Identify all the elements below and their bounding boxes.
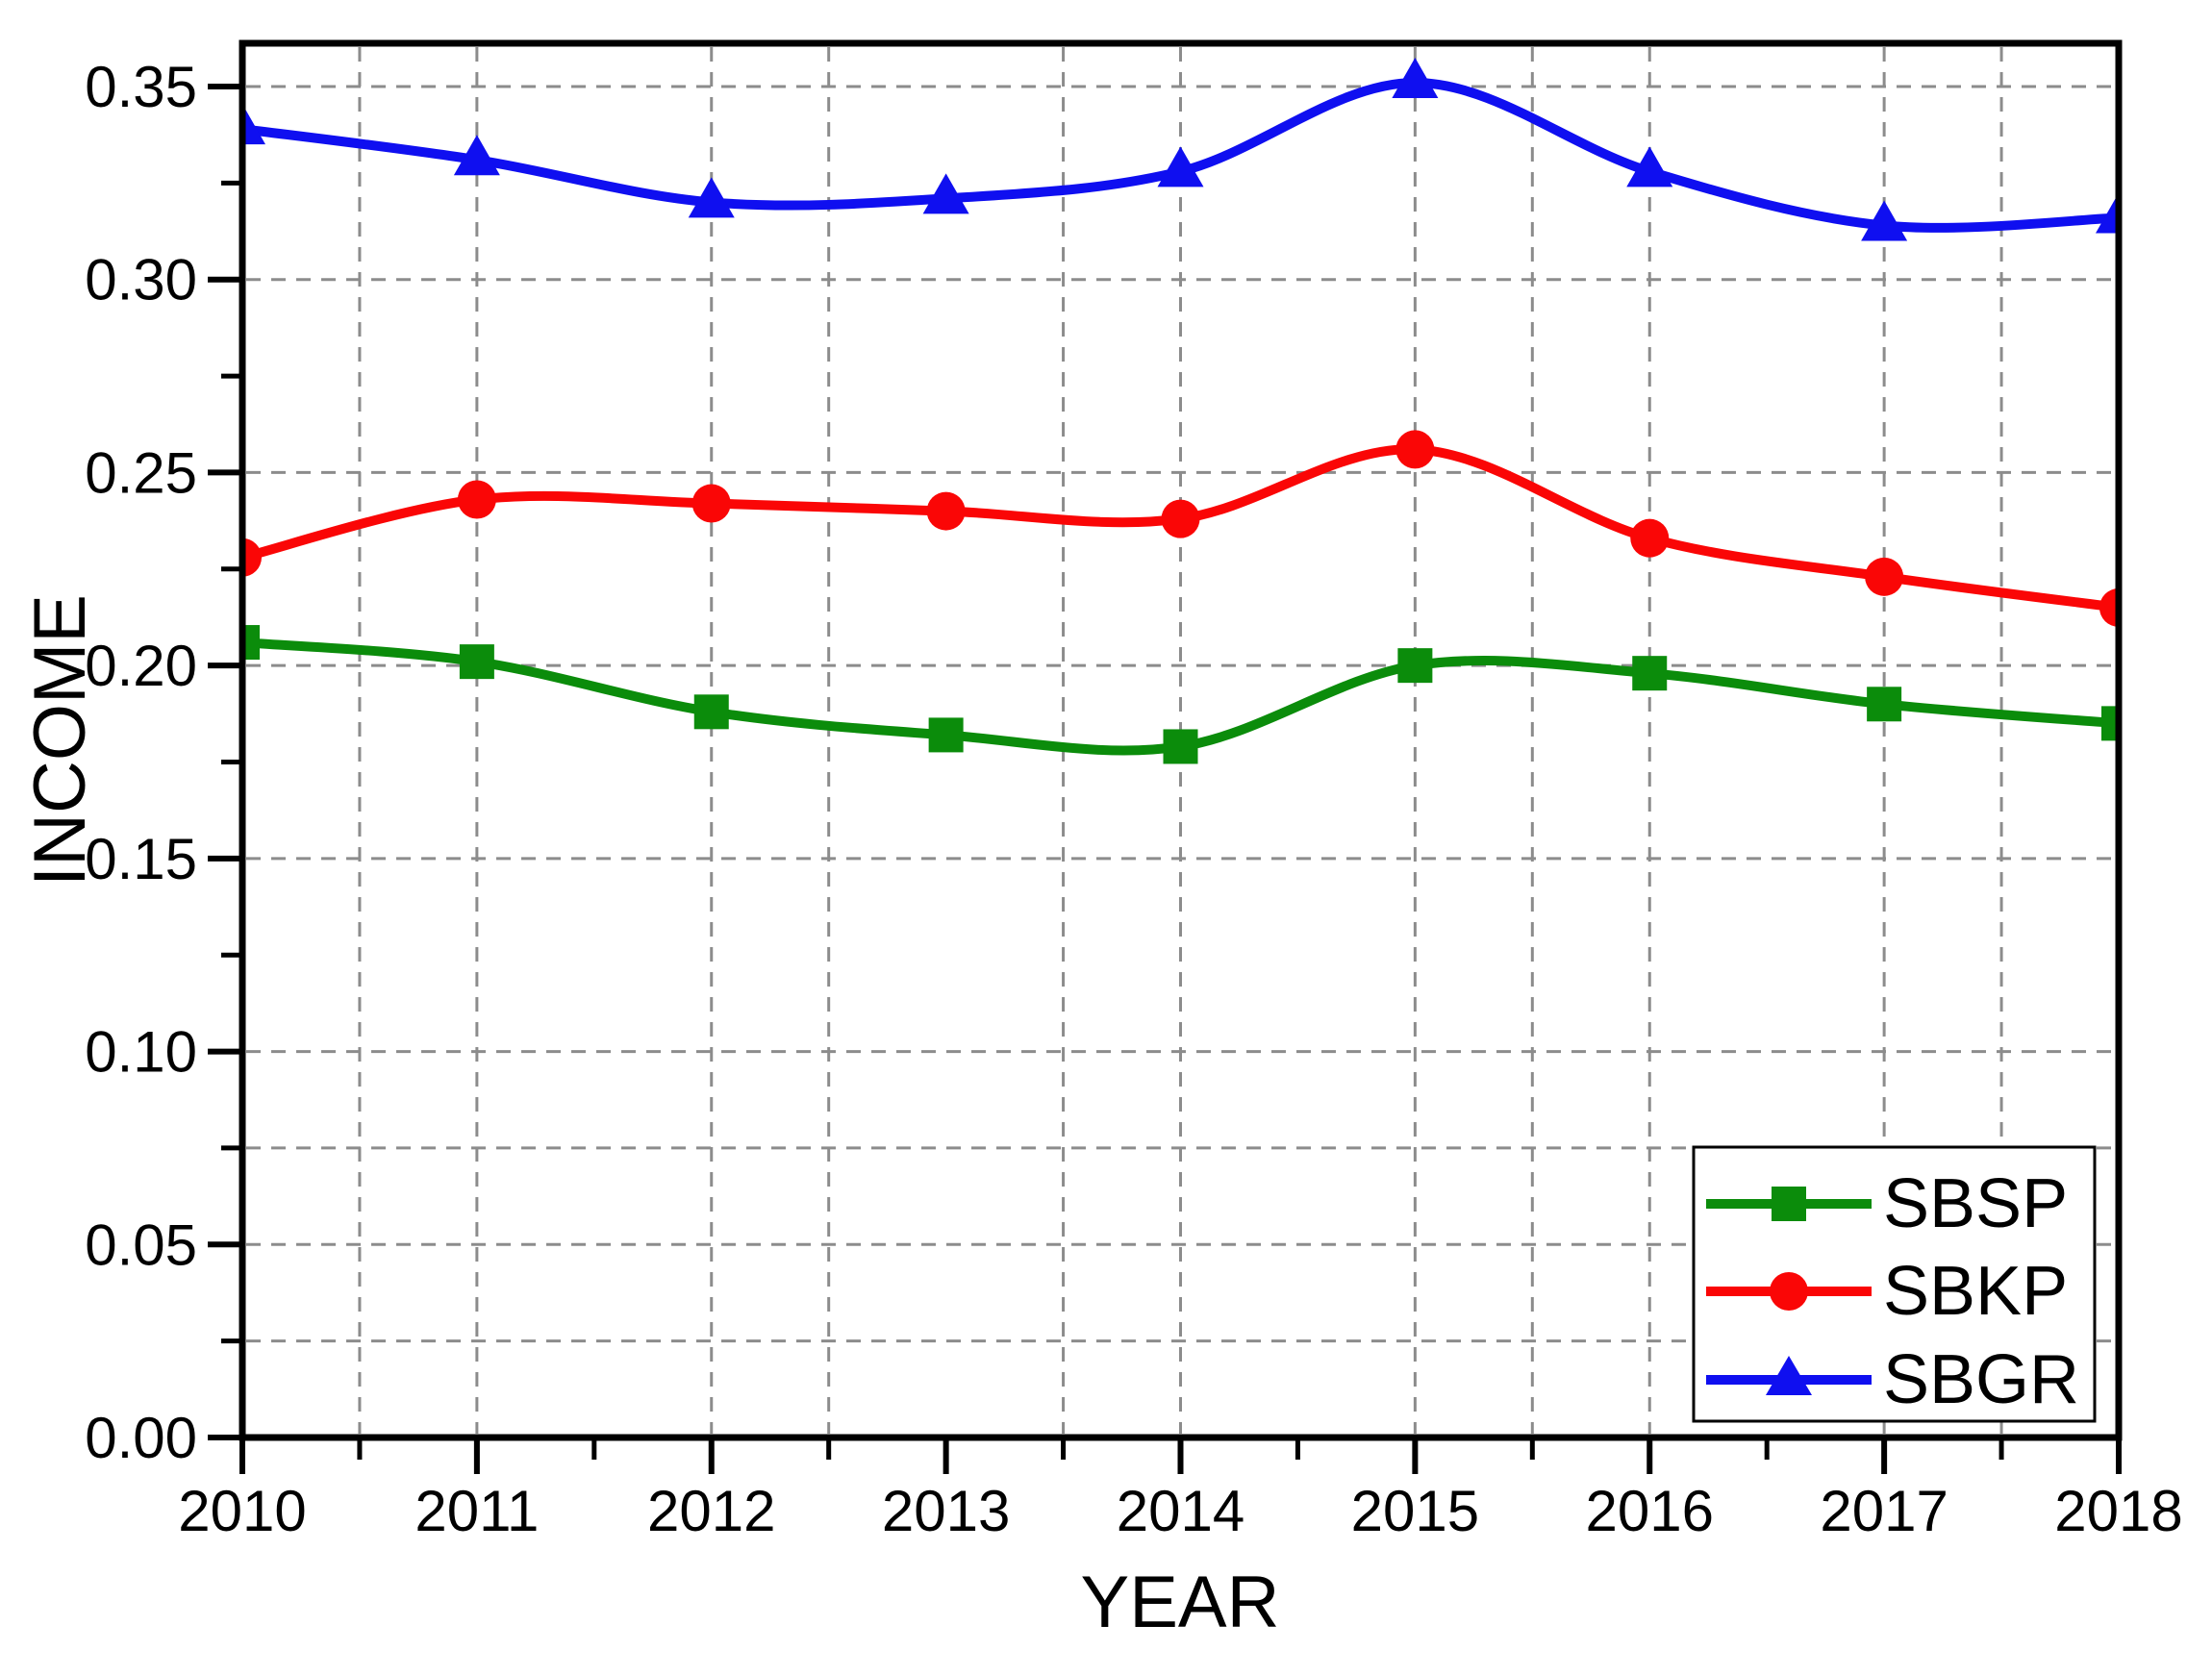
legend-item-sbsp: SBSP [1706, 1165, 2068, 1242]
triangle-marker-icon [922, 173, 969, 214]
triangle-marker-icon [688, 177, 735, 218]
x-tick-label: 2013 [882, 1479, 1010, 1543]
y-tick-label: 0.20 [85, 634, 197, 698]
square-marker-icon [928, 717, 964, 753]
square-marker-icon [2101, 706, 2119, 741]
data-series [242, 57, 2119, 764]
x-tick-label: 2017 [1820, 1479, 1948, 1543]
square-marker-icon [242, 625, 260, 661]
legend: SBSP SBKP SBGR [1692, 1145, 2097, 1423]
y-tick-label: 0.05 [85, 1212, 197, 1277]
tick-labels: 0.00 0.05 0.10 0.15 0.20 0.25 0.30 0.35 2010 2011… [85, 55, 2183, 1543]
circle-marker-icon [1395, 430, 1435, 469]
series-sbgr [242, 57, 2119, 241]
legend-triangle-marker-icon [1766, 1356, 1812, 1395]
x-axis-title: YEAR [1081, 1562, 1280, 1643]
circle-marker-icon [1865, 557, 1904, 596]
square-marker-icon [1397, 648, 1433, 684]
legend-label-sbsp: SBSP [1883, 1165, 2068, 1242]
y-tick-label: 0.35 [85, 55, 197, 119]
circle-marker-icon [926, 491, 966, 531]
square-marker-icon [1632, 656, 1668, 691]
series-sbkp [242, 430, 2119, 627]
legend-label-sbkp: SBKP [1883, 1253, 2068, 1330]
circle-marker-icon [2099, 588, 2119, 627]
x-tick-label: 2016 [1586, 1479, 1714, 1543]
circle-marker-icon [1161, 499, 1200, 538]
circle-marker-icon [1630, 518, 1670, 558]
y-tick-label: 0.00 [85, 1406, 197, 1470]
triangle-marker-icon [242, 104, 265, 145]
triangle-marker-icon [1157, 146, 1204, 188]
legend-square-marker-icon [1772, 1187, 1806, 1221]
triangle-marker-icon [2096, 192, 2119, 234]
triangle-marker-icon [1861, 200, 1908, 241]
circle-marker-icon [457, 480, 496, 519]
triangle-marker-icon [1626, 146, 1673, 188]
x-tick-label: 2010 [178, 1479, 306, 1543]
legend-item-sbgr: SBGR [1706, 1341, 2079, 1418]
legend-circle-marker-icon [1770, 1272, 1808, 1311]
legend-label-sbgr: SBGR [1883, 1341, 2079, 1418]
x-tick-label: 2011 [415, 1479, 539, 1543]
square-marker-icon [1163, 729, 1198, 764]
y-tick-label: 0.30 [85, 248, 197, 312]
square-marker-icon [693, 694, 729, 730]
gridlines [246, 47, 2115, 1434]
y-tick-label: 0.15 [85, 827, 197, 891]
series-sbsp [242, 625, 2119, 764]
x-tick-label: 2012 [647, 1479, 775, 1543]
y-tick-label: 0.25 [85, 440, 197, 505]
square-marker-icon [459, 644, 494, 680]
circle-marker-icon [242, 538, 262, 577]
y-tick-label: 0.10 [85, 1020, 197, 1085]
legend-item-sbkp: SBKP [1706, 1253, 2068, 1330]
circle-marker-icon [691, 484, 731, 523]
triangle-marker-icon [1392, 57, 1439, 98]
axis-ticks [208, 84, 2122, 1474]
y-axis-title: INCOME [19, 594, 101, 887]
square-marker-icon [1867, 687, 1902, 722]
x-tick-label: 2014 [1117, 1479, 1244, 1543]
x-tick-label: 2015 [1351, 1479, 1479, 1543]
x-tick-label: 2018 [2054, 1479, 2182, 1543]
triangle-marker-icon [453, 135, 500, 176]
